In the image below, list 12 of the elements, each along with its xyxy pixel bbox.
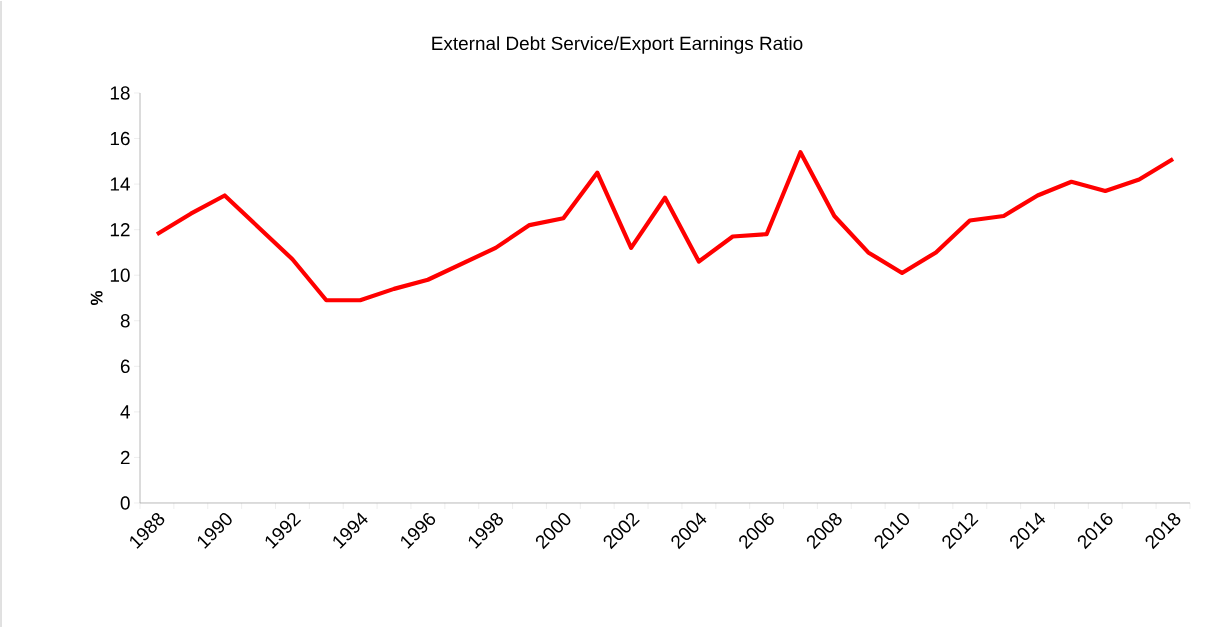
y-tick-label: 6 [120,359,130,374]
y-tick-label: 2 [120,450,130,465]
y-tick-label: 0 [120,496,130,510]
chart-title: External Debt Service/Export Earnings Ratio [432,36,803,54]
y-tick-label: 4 [120,405,130,419]
y-tick-label: 14 [110,177,130,191]
y-tick-label: 8 [120,314,130,328]
y-axis-title: % [90,290,103,306]
y-tick-label: 12 [110,223,130,237]
y-tick-label: 16 [110,131,130,146]
y-tick-label: 10 [110,268,130,282]
y-tick-label: 18 [110,86,130,100]
